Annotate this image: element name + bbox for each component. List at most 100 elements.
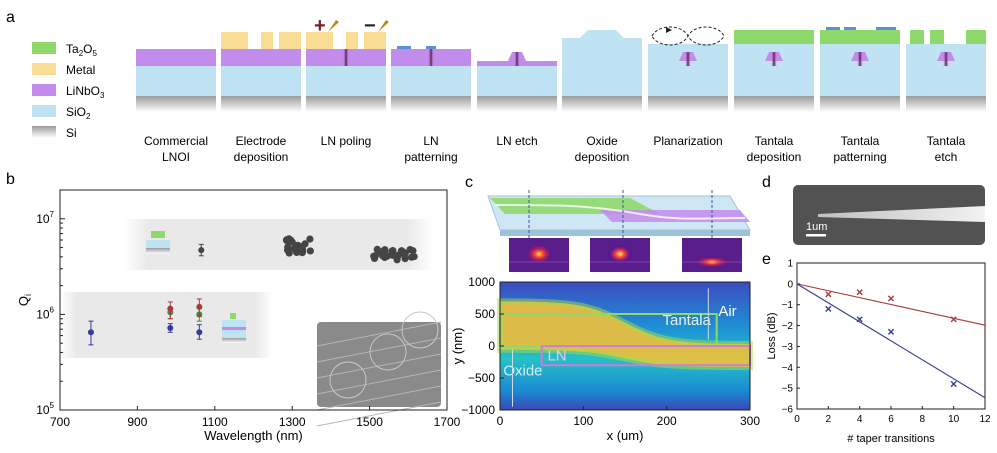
si-layer (648, 96, 728, 112)
panel-label-c: c (465, 174, 473, 191)
taper-tip-shape (818, 206, 985, 222)
y-axis-label: Qi (16, 294, 33, 306)
tantala-rib-1 (910, 30, 924, 44)
x-axis-label: Wavelength (nm) (204, 428, 303, 443)
cluster-point (370, 254, 379, 262)
si-layer (820, 96, 900, 112)
tantala-on-ln-icon (222, 313, 246, 343)
x-tick-label: 12 (979, 414, 991, 425)
sio2-layer (221, 66, 301, 96)
x-tick-label: 200 (657, 414, 677, 428)
x-tick-label: 4 (857, 414, 863, 425)
y-axis-label: y (nm) (450, 328, 465, 365)
si-layer (306, 96, 386, 112)
cladding-oxide (562, 30, 642, 66)
x-tick-label: 1300 (279, 415, 306, 429)
step-7-cross-section (648, 26, 728, 112)
step-label-10-line2: etch (935, 150, 958, 164)
tantala-rib-2 (930, 30, 944, 44)
step-label-8: Tantala (755, 134, 794, 148)
label-tantala: Tantala (663, 312, 712, 329)
y-tick-label: 0 (787, 279, 793, 290)
y-axis-label: Loss (dB) (766, 312, 778, 359)
step-5-cross-section (477, 52, 557, 112)
x-tick-label: 2 (826, 414, 832, 425)
legend-label-part: 3 (100, 91, 105, 100)
label-oxide: Oxide (503, 362, 542, 379)
x-axis-label: # taper transitions (847, 433, 935, 445)
data-point (825, 305, 832, 312)
polish-arrow (666, 27, 672, 33)
step-label-1: Commercial (144, 134, 208, 148)
step-label-6-line2: deposition (575, 150, 630, 164)
legend-label-part: Metal (66, 63, 95, 77)
legend-label-sio2: SiO2 (66, 105, 91, 121)
legend-label-part: Si (66, 126, 77, 140)
data-point (856, 289, 863, 296)
step-2-cross-section (221, 32, 301, 112)
x-tick-label: 1100 (202, 415, 228, 429)
step-label-9: Tantala (841, 134, 880, 148)
step-9-cross-section (820, 27, 900, 112)
cluster-point (408, 253, 416, 261)
sio2-layer (734, 66, 814, 96)
step-3-cross-section: + − (306, 15, 389, 112)
legend-swatch-metal (32, 63, 56, 75)
sio2-layer (648, 66, 728, 96)
cluster-point (301, 240, 309, 248)
process-steps: + − (136, 15, 986, 112)
x-tick-label: 700 (50, 415, 70, 429)
poled-region-top (685, 52, 691, 66)
x-tick-label: 0 (794, 414, 800, 425)
legend-label-part: 5 (92, 49, 97, 58)
legend-label-part: LiNbO (66, 84, 100, 98)
legend-swatch-linbo3 (32, 84, 56, 96)
legend-label-part: O (83, 42, 92, 56)
taper-3d-schematic (487, 190, 751, 272)
tantala-rib-3 (966, 30, 986, 44)
data-point (950, 380, 957, 388)
legend-swatch-ta2o5 (32, 42, 56, 54)
sem-image: 1um (793, 185, 985, 245)
poling-plus-sign: + (314, 15, 326, 37)
step-label-4: LN (423, 134, 438, 148)
si-layer (136, 96, 216, 112)
data-point (196, 329, 203, 336)
resist-3 (876, 27, 896, 30)
data-point (825, 291, 832, 298)
x-tick-label: 6 (888, 414, 894, 425)
step-1-cross-section (136, 49, 216, 112)
si-layer (562, 96, 642, 112)
step-label-5: LN etch (496, 134, 537, 148)
data-point (950, 316, 957, 323)
panel-label-d: d (762, 174, 771, 191)
cluster-point (284, 246, 292, 255)
mask-ridge (426, 46, 436, 49)
step-label-7: Planarization (653, 134, 722, 148)
y-tick-label: −4 (782, 363, 794, 374)
data-point (198, 247, 205, 254)
cluster-point (389, 247, 397, 255)
panel-label-b: b (6, 171, 15, 188)
legend-label-linbo3: LiNbO3 (66, 84, 105, 100)
poling-minus-sign: − (364, 15, 376, 37)
mode-profile-3 (682, 238, 742, 272)
tantala-waveguide-icon (146, 231, 170, 254)
y-tick-label: 1 (787, 259, 793, 270)
step-label-3: LN poling (321, 134, 372, 148)
ln-film (221, 49, 301, 66)
data-point (856, 316, 863, 323)
step-8-cross-section (734, 30, 814, 112)
step-label-1-line2: LNOI (162, 150, 190, 164)
step-4-cross-section (391, 46, 471, 112)
resonance-cluster-2 (370, 245, 418, 264)
data-point (87, 329, 94, 336)
probe-tip-right (378, 20, 389, 32)
resonance-cluster-1 (282, 235, 314, 257)
fit-line (796, 283, 986, 399)
mask-left (397, 46, 411, 49)
panel-label-e: e (762, 251, 771, 268)
step-label-9-line2: patterning (833, 150, 886, 164)
data-point (196, 303, 203, 310)
